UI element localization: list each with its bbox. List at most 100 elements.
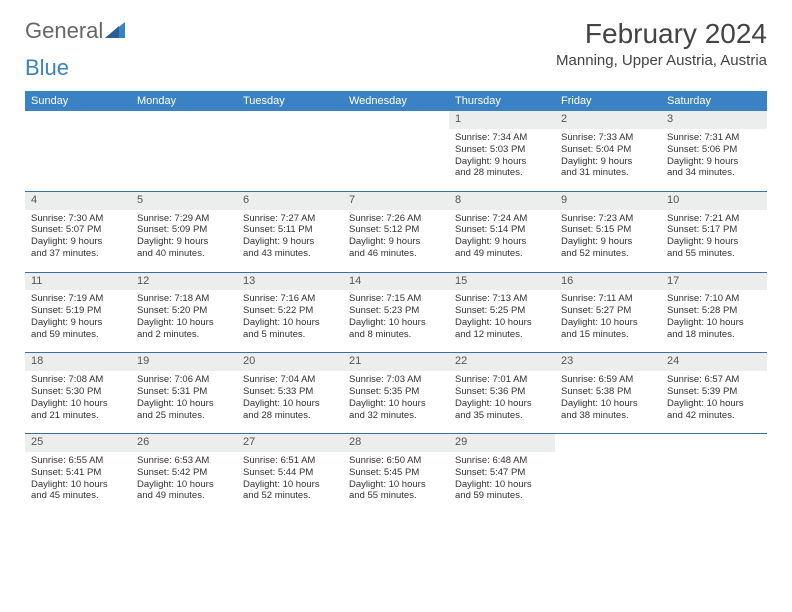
dl2-text: and 2 minutes.: [137, 329, 231, 341]
weekday-header: Monday: [131, 91, 237, 111]
day-number: 28: [343, 434, 449, 452]
title-block: February 2024 Manning, Upper Austria, Au…: [556, 18, 767, 69]
calendar-cell: 26Sunrise: 6:53 AMSunset: 5:42 PMDayligh…: [131, 434, 237, 514]
sunrise-text: Sunrise: 7:23 AM: [561, 213, 655, 225]
day-body-empty: [25, 129, 131, 191]
calendar-cell: 11Sunrise: 7:19 AMSunset: 5:19 PMDayligh…: [25, 272, 131, 353]
day-number-empty: [237, 111, 343, 129]
day-number: 3: [661, 111, 767, 129]
dl1-text: Daylight: 9 hours: [561, 236, 655, 248]
calendar-cell: 6Sunrise: 7:27 AMSunset: 5:11 PMDaylight…: [237, 191, 343, 272]
sunrise-text: Sunrise: 7:10 AM: [667, 293, 761, 305]
dl1-text: Daylight: 10 hours: [31, 479, 125, 491]
sunset-text: Sunset: 5:17 PM: [667, 224, 761, 236]
sunset-text: Sunset: 5:09 PM: [137, 224, 231, 236]
sunrise-text: Sunrise: 7:08 AM: [31, 374, 125, 386]
day-number-empty: [661, 434, 767, 452]
day-number: 16: [555, 273, 661, 291]
day-body: Sunrise: 6:48 AMSunset: 5:47 PMDaylight:…: [449, 452, 555, 514]
calendar-cell: 29Sunrise: 6:48 AMSunset: 5:47 PMDayligh…: [449, 434, 555, 514]
dl2-text: and 28 minutes.: [243, 410, 337, 422]
calendar-cell: 8Sunrise: 7:24 AMSunset: 5:14 PMDaylight…: [449, 191, 555, 272]
calendar-cell: 16Sunrise: 7:11 AMSunset: 5:27 PMDayligh…: [555, 272, 661, 353]
dl1-text: Daylight: 10 hours: [243, 317, 337, 329]
sunrise-text: Sunrise: 6:59 AM: [561, 374, 655, 386]
calendar-cell: 10Sunrise: 7:21 AMSunset: 5:17 PMDayligh…: [661, 191, 767, 272]
weekday-header: Tuesday: [237, 91, 343, 111]
calendar-cell: 19Sunrise: 7:06 AMSunset: 5:31 PMDayligh…: [131, 353, 237, 434]
day-body: Sunrise: 7:16 AMSunset: 5:22 PMDaylight:…: [237, 290, 343, 352]
dl1-text: Daylight: 10 hours: [561, 398, 655, 410]
calendar-week-row: 11 Sunrise: 7:19 AMSunset: 5:19 PM Dayligh…: [25, 272, 767, 353]
dl2-text: and 5 minutes.: [243, 329, 337, 341]
day-body-empty: [555, 452, 661, 514]
sunset-text: Sunset: 5:03 PM: [455, 144, 549, 156]
calendar-cell: 18Sunrise: 7:08 AMSunset: 5:30 PMDayligh…: [25, 353, 131, 434]
dl1-text: Daylight: 10 hours: [243, 398, 337, 410]
day-number-empty: [131, 111, 237, 129]
sunset-text: Sunset: 5:15 PM: [561, 224, 655, 236]
calendar-cell: [25, 111, 131, 191]
dl1-text: Daylight: 9 hours: [667, 236, 761, 248]
dl2-text: and 8 minutes.: [349, 329, 443, 341]
sunset-text: Sunset: 5:07 PM: [31, 224, 125, 236]
day-body: Sunrise: 7:08 AMSunset: 5:30 PMDaylight:…: [25, 371, 131, 433]
day-body-empty: [343, 129, 449, 191]
calendar-table: Sunday Monday Tuesday Wednesday Thursday…: [25, 91, 767, 514]
sunset-text: Sunset: 5:45 PM: [349, 467, 443, 479]
day-body: Sunrise: 6:57 AMSunset: 5:39 PMDaylight:…: [661, 371, 767, 433]
sunset-text: Sunset: 5:04 PM: [561, 144, 655, 156]
dl2-text: and 34 minutes.: [667, 167, 761, 179]
calendar-cell: [661, 434, 767, 514]
location-text: Manning, Upper Austria, Austria: [556, 52, 767, 69]
sunrise-text: Sunrise: 6:53 AM: [137, 455, 231, 467]
calendar-cell: 17Sunrise: 7:10 AMSunset: 5:28 PMDayligh…: [661, 272, 767, 353]
day-number: 29: [449, 434, 555, 452]
sunrise-text: Sunrise: 7:19 AM: [31, 293, 125, 305]
sunrise-text: Sunrise: 7:34 AM: [455, 132, 549, 144]
day-body: Sunrise: 7:21 AMSunset: 5:17 PMDaylight:…: [661, 210, 767, 272]
sunrise-text: Sunrise: 7:03 AM: [349, 374, 443, 386]
sunset-text: Sunset: 5:19 PM: [31, 305, 125, 317]
sunset-text: Sunset: 5:44 PM: [243, 467, 337, 479]
day-number: 26: [131, 434, 237, 452]
calendar-week-row: 25Sunrise: 6:55 AMSunset: 5:41 PMDayligh…: [25, 434, 767, 514]
sunset-text: Sunset: 5:47 PM: [455, 467, 549, 479]
day-number: 27: [237, 434, 343, 452]
sunset-text: Sunset: 5:39 PM: [667, 386, 761, 398]
calendar-cell: 25Sunrise: 6:55 AMSunset: 5:41 PMDayligh…: [25, 434, 131, 514]
dl1-text: Daylight: 9 hours: [455, 156, 549, 168]
dl2-text: and 28 minutes.: [455, 167, 549, 179]
weekday-header: Sunday: [25, 91, 131, 111]
calendar-cell: [343, 111, 449, 191]
dl2-text: and 59 minutes.: [455, 490, 549, 502]
sunrise-text: Sunrise: 7:29 AM: [137, 213, 231, 225]
day-body: Sunrise: 6:50 AMSunset: 5:45 PMDaylight:…: [343, 452, 449, 514]
calendar-week-row: 18Sunrise: 7:08 AMSunset: 5:30 PMDayligh…: [25, 353, 767, 434]
calendar-cell: 1Sunrise: 7:34 AMSunset: 5:03 PMDaylight…: [449, 111, 555, 191]
dl2-text: and 25 minutes.: [137, 410, 231, 422]
weekday-header: Thursday: [449, 91, 555, 111]
day-body: Sunrise: 7:33 AMSunset: 5:04 PMDaylight:…: [555, 129, 661, 191]
sunset-text: Sunset: 5:11 PM: [243, 224, 337, 236]
logo-text-general: General: [25, 18, 103, 44]
day-body: Sunrise: 7:31 AMSunset: 5:06 PMDaylight:…: [661, 129, 767, 191]
dl2-text: and 59 minutes.: [31, 329, 125, 341]
sunrise-text: Sunrise: 6:50 AM: [349, 455, 443, 467]
day-body: Sunrise: 6:59 AMSunset: 5:38 PMDaylight:…: [555, 371, 661, 433]
sunset-text: Sunset: 5:12 PM: [349, 224, 443, 236]
sunset-text: Sunset: 5:28 PM: [667, 305, 761, 317]
calendar-cell: 28Sunrise: 6:50 AMSunset: 5:45 PMDayligh…: [343, 434, 449, 514]
dl2-text: and 52 minutes.: [561, 248, 655, 260]
dl1-text: Daylight: 10 hours: [455, 398, 549, 410]
day-body: Sunrise: 7:01 AMSunset: 5:36 PMDaylight:…: [449, 371, 555, 433]
dl2-text: and 42 minutes.: [667, 410, 761, 422]
calendar-cell: 5Sunrise: 7:29 AMSunset: 5:09 PMDaylight…: [131, 191, 237, 272]
calendar-cell: 13Sunrise: 7:16 AMSunset: 5:22 PMDayligh…: [237, 272, 343, 353]
sunrise-text: Sunrise: 7:21 AM: [667, 213, 761, 225]
day-number: 11: [25, 273, 131, 291]
dl2-text: and 49 minutes.: [455, 248, 549, 260]
logo-triangle-icon: [105, 18, 125, 44]
calendar-cell: 4Sunrise: 7:30 AMSunset: 5:07 PMDaylight…: [25, 191, 131, 272]
sunset-text: Sunset: 5:30 PM: [31, 386, 125, 398]
